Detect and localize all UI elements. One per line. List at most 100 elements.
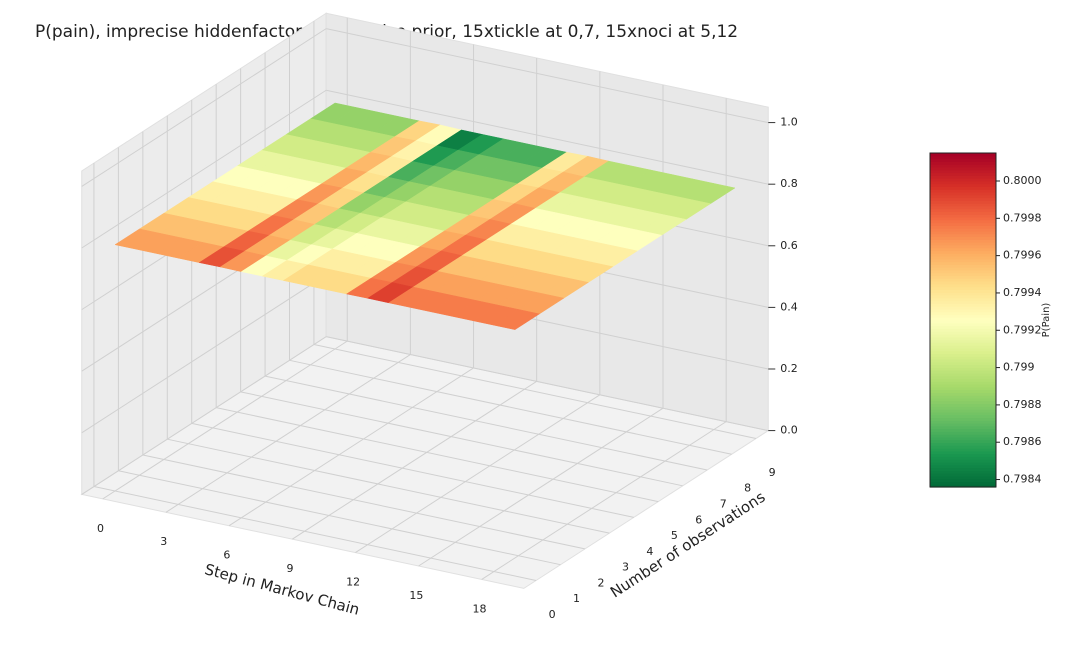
y-tick-label: 6 [695, 513, 702, 526]
y-tick-label: 8 [744, 482, 751, 495]
colorbar-swatch [930, 336, 996, 341]
colorbar-tick-label: 0.7992 [1003, 323, 1042, 336]
colorbar-swatch [930, 400, 996, 405]
colorbar-swatch [930, 464, 996, 469]
colorbar-swatch [930, 208, 996, 213]
colorbar-swatch [930, 403, 996, 407]
z-tick-label: 1.0 [780, 116, 798, 129]
grid-line [418, 407, 664, 567]
colorbar-swatch [930, 239, 996, 243]
colorbar-swatch [930, 203, 996, 207]
grid-line [326, 336, 769, 432]
colorbar-swatch [930, 428, 996, 432]
colorbar-swatch [930, 317, 996, 321]
colorbar-swatch [930, 364, 996, 368]
colorbar-swatch [930, 283, 996, 288]
x-tick-label: 18 [473, 602, 487, 615]
colorbar-swatch [930, 331, 996, 335]
colorbar-swatch [930, 214, 996, 218]
colorbar-swatch [930, 470, 996, 474]
colorbar-swatch [930, 434, 996, 438]
z-tick-label: 0.6 [780, 239, 798, 252]
colorbar-swatch [930, 217, 996, 221]
colorbar-swatch [930, 417, 996, 421]
y-tick-label: 9 [769, 466, 776, 479]
colorbar-swatch [930, 194, 996, 199]
colorbar-swatch [930, 381, 996, 385]
colorbar-tick-label: 0.7988 [1003, 398, 1042, 411]
z-tick-label: 0.0 [780, 424, 798, 437]
colorbar-swatch [930, 211, 996, 215]
grid-line [264, 375, 708, 471]
grid-line [216, 407, 659, 503]
y-tick-label: 4 [646, 545, 653, 558]
colorbar-swatch [930, 386, 996, 391]
colorbar-swatch [930, 236, 996, 240]
x-tick-label: 6 [223, 549, 230, 562]
colorbar-swatch [930, 333, 996, 338]
x-tick-label: 3 [160, 535, 167, 548]
colorbar-swatch [930, 222, 996, 226]
colorbar-swatch [930, 339, 996, 343]
grid-line [81, 28, 327, 187]
colorbar-swatch [930, 322, 996, 327]
grid-line [326, 28, 769, 124]
colorbar-swatch [930, 155, 996, 160]
x-axis-label: Step in Markov Chain [203, 560, 362, 619]
grid-line [118, 470, 561, 566]
colorbar-swatch [930, 253, 996, 257]
colorbar-swatch [930, 247, 996, 252]
colorbar-swatch [930, 325, 996, 329]
y-tick-label: 0 [549, 608, 556, 621]
colorbar-swatch [930, 361, 996, 366]
y-tick-label: 3 [622, 561, 629, 574]
colorbar-swatch [930, 225, 996, 229]
colorbar-swatch [930, 297, 996, 302]
x-tick-label: 0 [97, 522, 104, 535]
colorbar-swatch [930, 473, 996, 477]
colorbar-swatch [930, 258, 996, 263]
colorbar-swatch [930, 353, 996, 357]
colorbar-swatch [930, 255, 996, 260]
colorbar-swatch [930, 411, 996, 416]
grid-line [81, 274, 327, 434]
colorbar-swatch [930, 272, 996, 277]
colorbar-swatch [930, 414, 996, 419]
colorbar-swatch [930, 397, 996, 402]
x-tick-label: 9 [287, 562, 294, 575]
y-tick-label: 1 [573, 592, 580, 605]
colorbar-swatch [930, 306, 996, 310]
colorbar-swatch [930, 459, 996, 463]
colorbar-swatch [930, 436, 996, 441]
grid-line [481, 421, 727, 580]
colorbar-swatch [930, 261, 996, 265]
colorbar-swatch [930, 197, 996, 201]
colorbar-swatch [930, 219, 996, 224]
colorbar-swatch [930, 166, 996, 171]
colorbar-swatch [930, 228, 996, 232]
colorbar-swatch [930, 406, 996, 410]
z-tick-label: 0.2 [780, 362, 798, 375]
colorbar-swatch [930, 320, 996, 324]
grid-line [228, 367, 474, 527]
colorbar-swatch [930, 153, 996, 157]
colorbar-swatch [930, 328, 996, 332]
colorbar-swatch [930, 350, 996, 354]
colorbar-swatch [930, 158, 996, 162]
grid-line [167, 438, 610, 534]
colorbar-swatch [930, 275, 996, 279]
grid-line [165, 354, 411, 513]
colorbar-swatch [930, 175, 996, 179]
colorbar-swatch [930, 358, 996, 363]
colorbar-swatch [930, 370, 996, 374]
colorbar-swatch [930, 347, 996, 352]
colorbar-swatch [930, 367, 996, 371]
colorbar-swatch [930, 389, 996, 393]
colorbar-swatch [930, 292, 996, 296]
colorbar-swatch [930, 250, 996, 254]
colorbar-swatch [930, 467, 996, 471]
colorbar-swatch [930, 264, 996, 268]
grid-line [289, 359, 732, 455]
y-tick-label: 5 [671, 529, 678, 542]
